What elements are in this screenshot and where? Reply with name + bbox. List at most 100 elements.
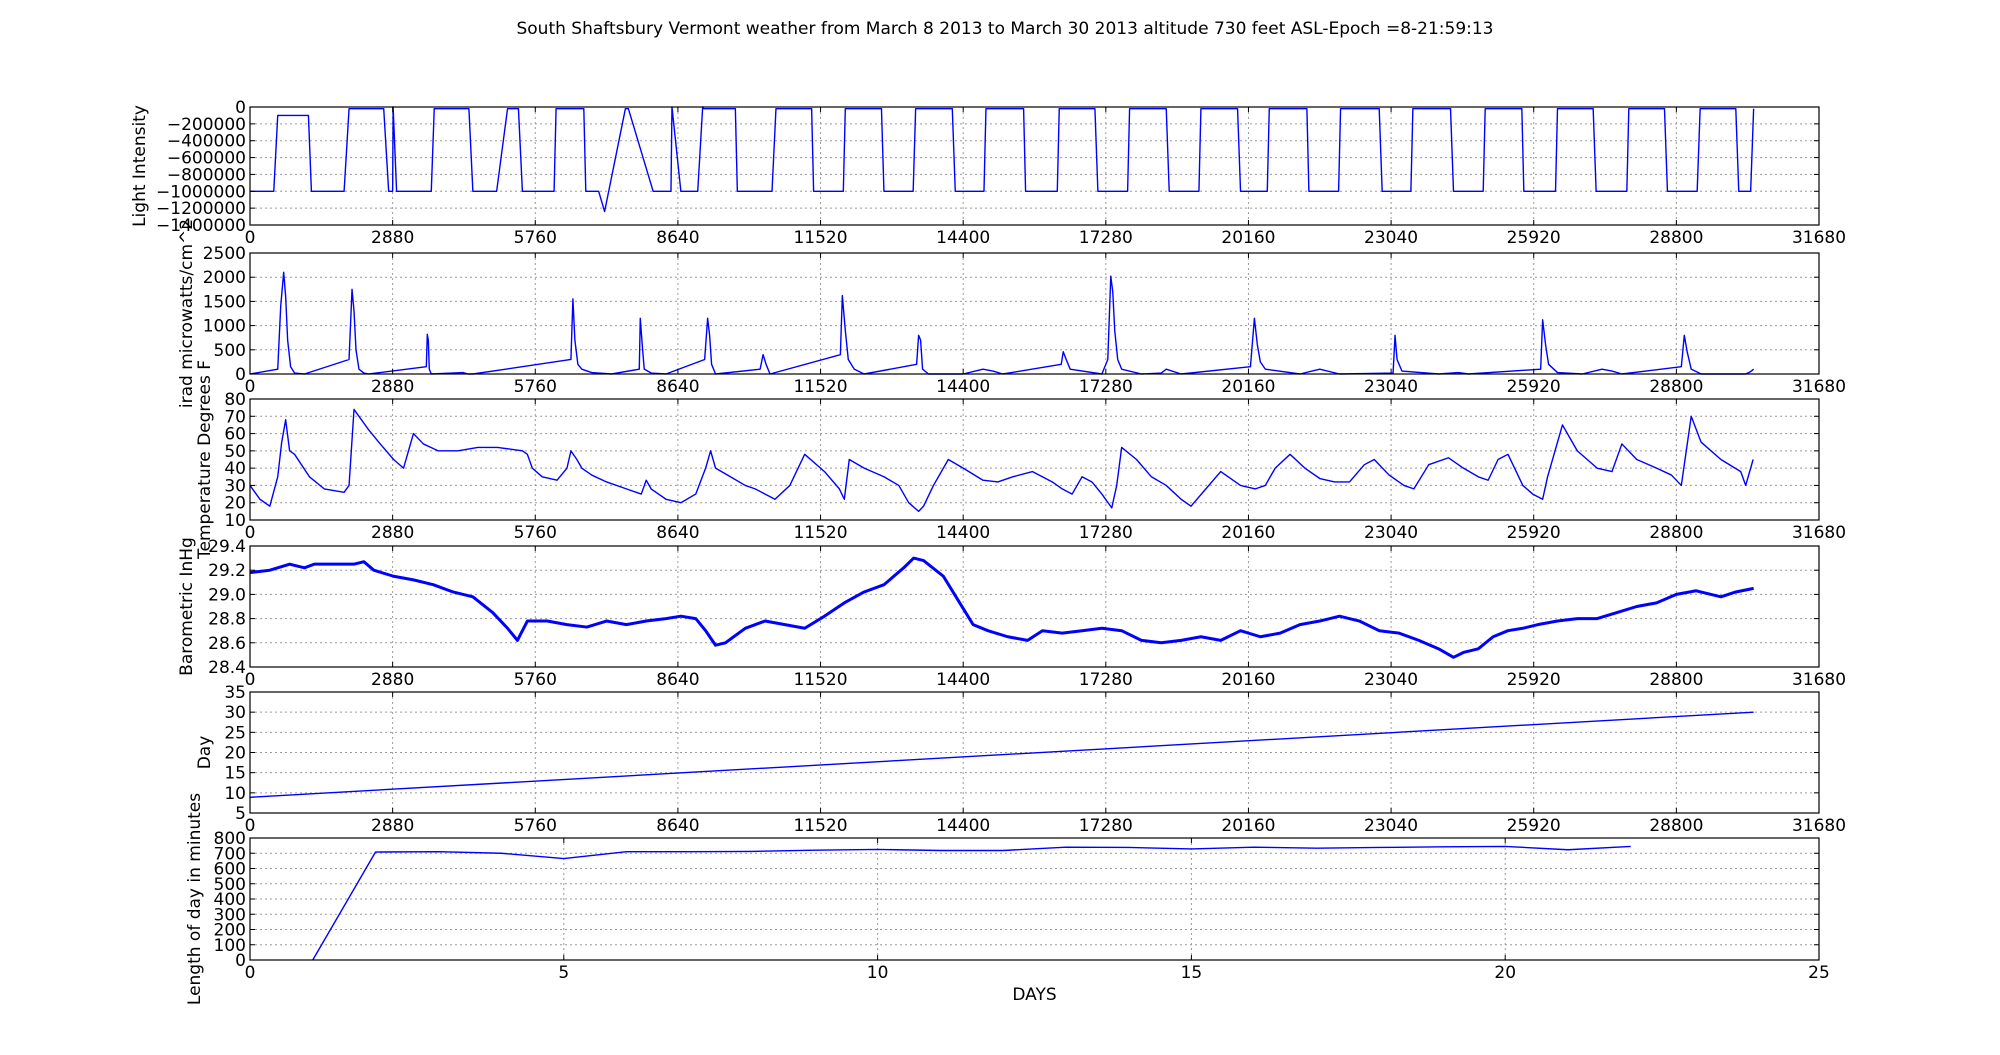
panel-4: 0 2880 5760 8640 11520 14400 17280 20160 23040 25… bbox=[177, 537, 1846, 690]
y-tick-label: 600 bbox=[214, 860, 246, 880]
x-tick-label: 0 bbox=[245, 670, 256, 690]
x-tick-label: 8640 bbox=[656, 670, 699, 690]
x-tick-label: 5760 bbox=[514, 670, 557, 690]
x-tick-label: 20160 bbox=[1221, 377, 1275, 397]
x-tick-label: 11520 bbox=[793, 377, 847, 397]
y-tick-label: 700 bbox=[214, 844, 246, 864]
plot-frame bbox=[249, 398, 1820, 521]
x-tick-label: 23040 bbox=[1364, 670, 1418, 690]
series-line bbox=[250, 106, 1755, 213]
x-tick-label: 2880 bbox=[371, 377, 414, 397]
x-tick-label: 25920 bbox=[1507, 377, 1561, 397]
series-line bbox=[249, 711, 1754, 798]
x-tick-label: 5760 bbox=[514, 377, 557, 397]
figure-title: South Shaftsbury Vermont weather from Ma… bbox=[516, 19, 1493, 39]
y-tick-label: 0 bbox=[235, 365, 246, 385]
x-tick-label: 5 bbox=[558, 963, 569, 983]
y-tick-label: 500 bbox=[214, 875, 246, 895]
y-tick-label: 15 bbox=[224, 764, 246, 784]
y-axis-label: irad microwatts/cm^2 bbox=[177, 219, 197, 408]
y-tick-label: 400 bbox=[214, 890, 246, 910]
subplots: 0 2880 5760 8640 11520 14400 17280 20160 23040 25… bbox=[130, 98, 1846, 1005]
x-tick-label: 0 bbox=[245, 963, 256, 983]
x-tick-label: 15 bbox=[1181, 963, 1203, 983]
plot-frame bbox=[249, 545, 1820, 668]
x-axis-label: DAYS bbox=[1012, 985, 1056, 1005]
y-tick-label: 1500 bbox=[203, 292, 246, 312]
y-tick-label: 60 bbox=[224, 425, 246, 445]
x-tick-label: 2880 bbox=[371, 816, 414, 836]
x-tick-label: 14400 bbox=[936, 523, 990, 543]
y-axis-label: Temperature Degrees F bbox=[195, 360, 215, 560]
x-tick-label: 8640 bbox=[656, 523, 699, 543]
x-tick-label: 14400 bbox=[936, 377, 990, 397]
y-tick-label: 100 bbox=[214, 936, 246, 956]
x-tick-label: 23040 bbox=[1364, 816, 1418, 836]
x-tick-label: 20160 bbox=[1221, 670, 1275, 690]
x-tick-label: 11520 bbox=[793, 816, 847, 836]
x-tick-label: 5760 bbox=[514, 523, 557, 543]
x-tick-label: 28800 bbox=[1649, 670, 1703, 690]
x-tick-label: 0 bbox=[245, 816, 256, 836]
x-tick-label: 20160 bbox=[1221, 816, 1275, 836]
y-tick-label: 50 bbox=[224, 442, 246, 462]
x-tick-label: 25920 bbox=[1507, 670, 1561, 690]
y-tick-label: 300 bbox=[214, 905, 246, 925]
x-tick-label: 31680 bbox=[1792, 377, 1846, 397]
panel-1: 0 2880 5760 8640 11520 14400 17280 20160 23040 25… bbox=[130, 98, 1846, 248]
x-tick-label: 14400 bbox=[936, 670, 990, 690]
y-tick-label: −600000 bbox=[167, 149, 246, 169]
x-tick-label: 5760 bbox=[514, 228, 557, 248]
x-tick-label: 17280 bbox=[1079, 228, 1133, 248]
x-tick-label: 14400 bbox=[936, 816, 990, 836]
panel-6: 0 5 10 15 20 250100200300400500600700800Lengt… bbox=[185, 793, 1830, 1005]
y-tick-label: −1000000 bbox=[156, 182, 246, 202]
y-tick-label: 28.8 bbox=[208, 610, 246, 630]
y-tick-label: 10 bbox=[224, 784, 246, 804]
x-tick-label: 31680 bbox=[1792, 670, 1846, 690]
y-tick-label: 0 bbox=[235, 98, 246, 118]
x-tick-label: 25920 bbox=[1507, 523, 1561, 543]
x-tick-label: 17280 bbox=[1079, 670, 1133, 690]
panel-5: 0 2880 5760 8640 11520 14400 17280 20160 23040 25… bbox=[195, 683, 1846, 836]
y-tick-label: −800000 bbox=[167, 165, 246, 185]
y-tick-label: 35 bbox=[224, 683, 246, 703]
x-tick-label: 10 bbox=[867, 963, 889, 983]
x-tick-label: 2880 bbox=[371, 523, 414, 543]
series-line bbox=[249, 271, 1755, 375]
x-tick-label: 31680 bbox=[1792, 816, 1846, 836]
y-axis-label: Length of day in minutes bbox=[185, 793, 205, 1005]
series-line bbox=[312, 845, 1631, 961]
x-tick-label: 31680 bbox=[1792, 228, 1846, 248]
x-tick-label: 25920 bbox=[1507, 816, 1561, 836]
x-tick-label: 8640 bbox=[656, 228, 699, 248]
y-tick-label: 25 bbox=[224, 723, 246, 743]
series-line bbox=[249, 556, 1754, 659]
y-tick-label: 1000 bbox=[203, 317, 246, 337]
y-tick-label: 30 bbox=[224, 476, 246, 496]
x-tick-label: 11520 bbox=[793, 228, 847, 248]
y-tick-label: 29.0 bbox=[208, 585, 246, 605]
y-tick-label: 28.6 bbox=[208, 634, 246, 654]
x-tick-label: 28800 bbox=[1649, 377, 1703, 397]
y-tick-label: 500 bbox=[214, 341, 246, 361]
y-tick-label: 5 bbox=[235, 804, 246, 824]
x-tick-label: 28800 bbox=[1649, 816, 1703, 836]
x-tick-label: 20160 bbox=[1221, 228, 1275, 248]
x-tick-label: 25 bbox=[1808, 963, 1830, 983]
x-tick-label: 23040 bbox=[1364, 523, 1418, 543]
y-tick-label: 29.2 bbox=[208, 561, 246, 581]
y-tick-label: −1400000 bbox=[156, 216, 246, 236]
x-tick-label: 11520 bbox=[793, 670, 847, 690]
y-tick-label: 20 bbox=[224, 494, 246, 514]
x-tick-label: 17280 bbox=[1079, 816, 1133, 836]
y-tick-label: 30 bbox=[224, 703, 246, 723]
y-tick-label: 10 bbox=[224, 511, 246, 531]
x-tick-label: 31680 bbox=[1792, 523, 1846, 543]
x-tick-label: 2880 bbox=[371, 228, 414, 248]
panel-2: 0 2880 5760 8640 11520 14400 17280 20160 23040 25… bbox=[177, 219, 1846, 408]
x-tick-label: 20 bbox=[1494, 963, 1516, 983]
plot-frame bbox=[249, 106, 1820, 226]
y-tick-label: 29.4 bbox=[208, 537, 246, 557]
